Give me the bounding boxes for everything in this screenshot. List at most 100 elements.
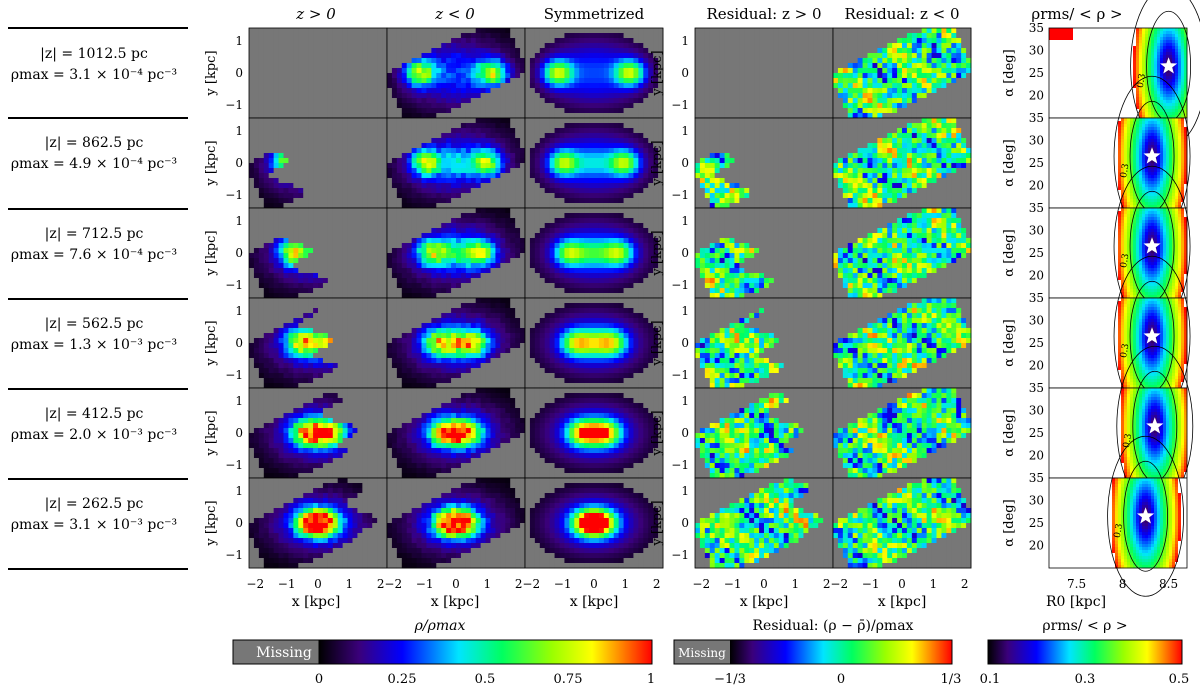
heatmap-cell (471, 173, 476, 179)
heatmap-cell (530, 198, 535, 204)
heatmap-cell (833, 108, 838, 114)
heatmap-cell (481, 123, 486, 129)
heatmap-cell (799, 63, 804, 69)
heatmap-cell (392, 158, 397, 164)
heatmap-cell (803, 28, 808, 34)
heatmap-cell (308, 198, 313, 204)
heatmap-cell (298, 73, 303, 79)
heatmap-cell (338, 63, 343, 69)
heatmap-cell (293, 168, 298, 174)
heatmap-cell (769, 188, 774, 194)
heatmap-cell (333, 153, 338, 159)
heatmap-cell (705, 118, 710, 124)
heatmap-cell (348, 193, 353, 199)
heatmap-cell (500, 43, 505, 49)
heatmap-cell (353, 73, 358, 79)
heatmap-cell (574, 98, 579, 104)
column-title-1: z > 0 (295, 5, 336, 23)
heatmap-cell (397, 103, 402, 109)
heatmap-cell (907, 148, 912, 154)
heatmap-cell (882, 138, 887, 144)
heatmap-cell (476, 173, 481, 179)
heatmap-cell (535, 73, 540, 79)
heatmap-cell (872, 153, 877, 159)
heatmap-cell (353, 153, 358, 159)
heatmap-cell (877, 98, 882, 104)
heatmap-cell (535, 153, 540, 159)
heatmap-cell (803, 133, 808, 139)
heatmap-cell (535, 118, 540, 124)
heatmap-cell (303, 83, 308, 89)
heatmap-cell (495, 108, 500, 114)
heatmap-cell (372, 138, 377, 144)
heatmap-cell (902, 58, 907, 64)
heatmap-cell (510, 48, 515, 54)
heatmap-cell (769, 168, 774, 174)
heatmap-cell (633, 168, 638, 174)
heatmap-cell (574, 138, 579, 144)
heatmap-cell (749, 33, 754, 39)
heatmap-cell (917, 188, 922, 194)
heatmap-cell (377, 118, 382, 124)
heatmap-cell (907, 173, 912, 179)
heatmap-cell (343, 158, 348, 164)
heatmap-cell (794, 138, 799, 144)
heatmap-cell (555, 173, 560, 179)
heatmap-cell (259, 38, 264, 44)
heatmap-cell (491, 43, 496, 49)
heatmap-cell (284, 163, 289, 169)
heatmap-cell (481, 138, 486, 144)
heatmap-cell (638, 73, 643, 79)
heatmap-cell (887, 43, 892, 49)
heatmap-cell (274, 133, 279, 139)
heatmap-cell (362, 183, 367, 189)
heatmap-cell (402, 98, 407, 104)
heatmap-cell (269, 118, 274, 124)
heatmap-cell (298, 143, 303, 149)
heatmap-cell (734, 93, 739, 99)
heatmap-cell (456, 128, 461, 134)
heatmap-cell (838, 153, 843, 159)
heatmap-cell (643, 78, 648, 84)
heatmap-cell (803, 48, 808, 54)
heatmap-cell (397, 78, 402, 84)
heatmap-cell (808, 173, 813, 179)
heatmap-cell (734, 38, 739, 44)
heatmap-cell (481, 43, 486, 49)
heatmap-cell (254, 98, 259, 104)
heatmap-cell (471, 183, 476, 189)
heatmap-cell (323, 58, 328, 64)
heatmap-cell (279, 93, 284, 99)
heatmap-cell (461, 178, 466, 184)
heatmap-cell (734, 193, 739, 199)
heatmap-cell (564, 83, 569, 89)
heatmap-cell (284, 168, 289, 174)
heatmap-cell (540, 128, 545, 134)
heatmap-cell (362, 148, 367, 154)
heatmap-cell (624, 88, 629, 94)
heatmap-cell (259, 188, 264, 194)
heatmap-cell (308, 173, 313, 179)
heatmap-cell (303, 103, 308, 109)
heatmap-cell (279, 193, 284, 199)
heatmap-cell (481, 93, 486, 99)
heatmap-cell (818, 103, 823, 109)
heatmap-cell (535, 173, 540, 179)
heatmap-cell (392, 88, 397, 94)
heatmap-cell (550, 193, 555, 199)
heatmap-cell (417, 98, 422, 104)
heatmap-cell (946, 78, 951, 84)
heatmap-cell (510, 188, 515, 194)
heatmap-cell (848, 133, 853, 139)
heatmap-cell (848, 78, 853, 84)
heatmap-cell (937, 48, 942, 54)
heatmap-cell (907, 53, 912, 59)
heatmap-cell (264, 183, 269, 189)
heatmap-cell (764, 98, 769, 104)
heatmap-cell (540, 148, 545, 154)
heatmap-cell (700, 193, 705, 199)
heatmap-cell (853, 98, 858, 104)
heatmap-cell (937, 173, 942, 179)
heatmap-cell (643, 118, 648, 124)
heatmap-cell (259, 108, 264, 114)
